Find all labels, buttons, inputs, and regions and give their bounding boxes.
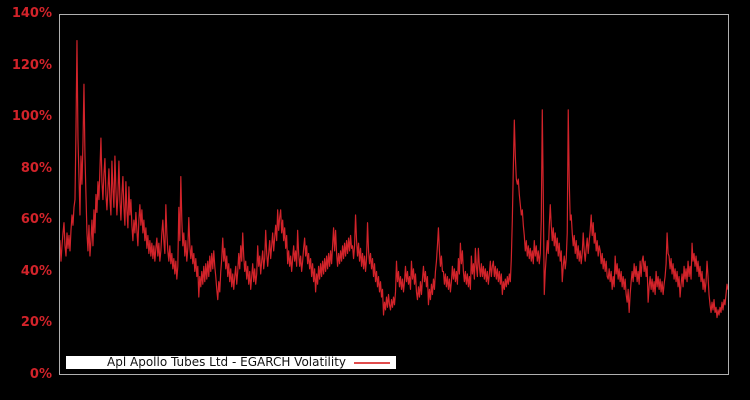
- y-tick-label: 80%: [20, 160, 52, 176]
- y-tick-label: 40%: [20, 263, 52, 279]
- y-tick-label: 140%: [11, 6, 52, 21]
- y-tick-label: 120%: [11, 57, 52, 73]
- plot-area: Apl Apollo Tubes Ltd - EGARCH Volatility: [59, 14, 729, 375]
- volatility-line-chart: [60, 40, 728, 319]
- y-axis: 0% 20% 40% 60% 80% 100% 120% 140%: [0, 0, 54, 400]
- y-tick-label: 60%: [20, 212, 52, 228]
- legend: Apl Apollo Tubes Ltd - EGARCH Volatility: [66, 356, 396, 369]
- legend-label: Apl Apollo Tubes Ltd - EGARCH Volatility: [107, 355, 346, 369]
- legend-line-swatch: [354, 361, 390, 364]
- y-tick-label: 20%: [20, 315, 52, 331]
- y-tick-label: 0%: [29, 367, 52, 382]
- egarch-volatility-line: [60, 40, 728, 319]
- y-tick-label: 100%: [11, 109, 52, 125]
